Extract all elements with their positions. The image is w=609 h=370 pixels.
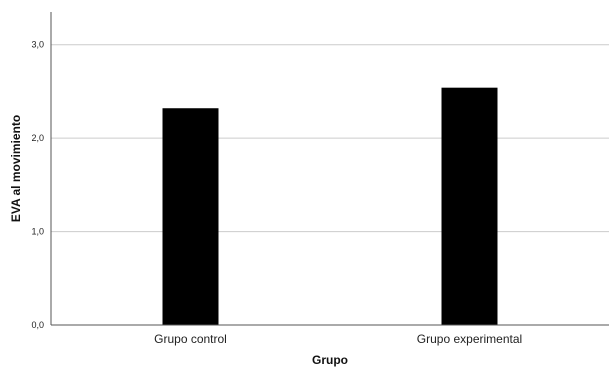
bar-0 xyxy=(162,108,219,325)
y-tick-label-0: 0,0 xyxy=(31,320,44,330)
y-tick-label-1: 1,0 xyxy=(31,227,44,237)
x-tick-labels: Grupo control Grupo experimental xyxy=(154,332,522,346)
y-tick-labels: 0,0 1,0 2,0 3,0 xyxy=(31,40,44,330)
x-axis-title: Grupo xyxy=(312,353,348,367)
x-tick-label-1: Grupo experimental xyxy=(417,332,522,346)
bar-1 xyxy=(441,87,498,325)
y-tick-label-3: 3,0 xyxy=(31,40,44,50)
gridlines xyxy=(51,44,609,233)
y-axis-title: EVA al movimiento xyxy=(9,115,23,222)
bars xyxy=(162,87,498,325)
x-tick-label-0: Grupo control xyxy=(154,332,227,346)
y-tick-label-2: 2,0 xyxy=(31,133,44,143)
